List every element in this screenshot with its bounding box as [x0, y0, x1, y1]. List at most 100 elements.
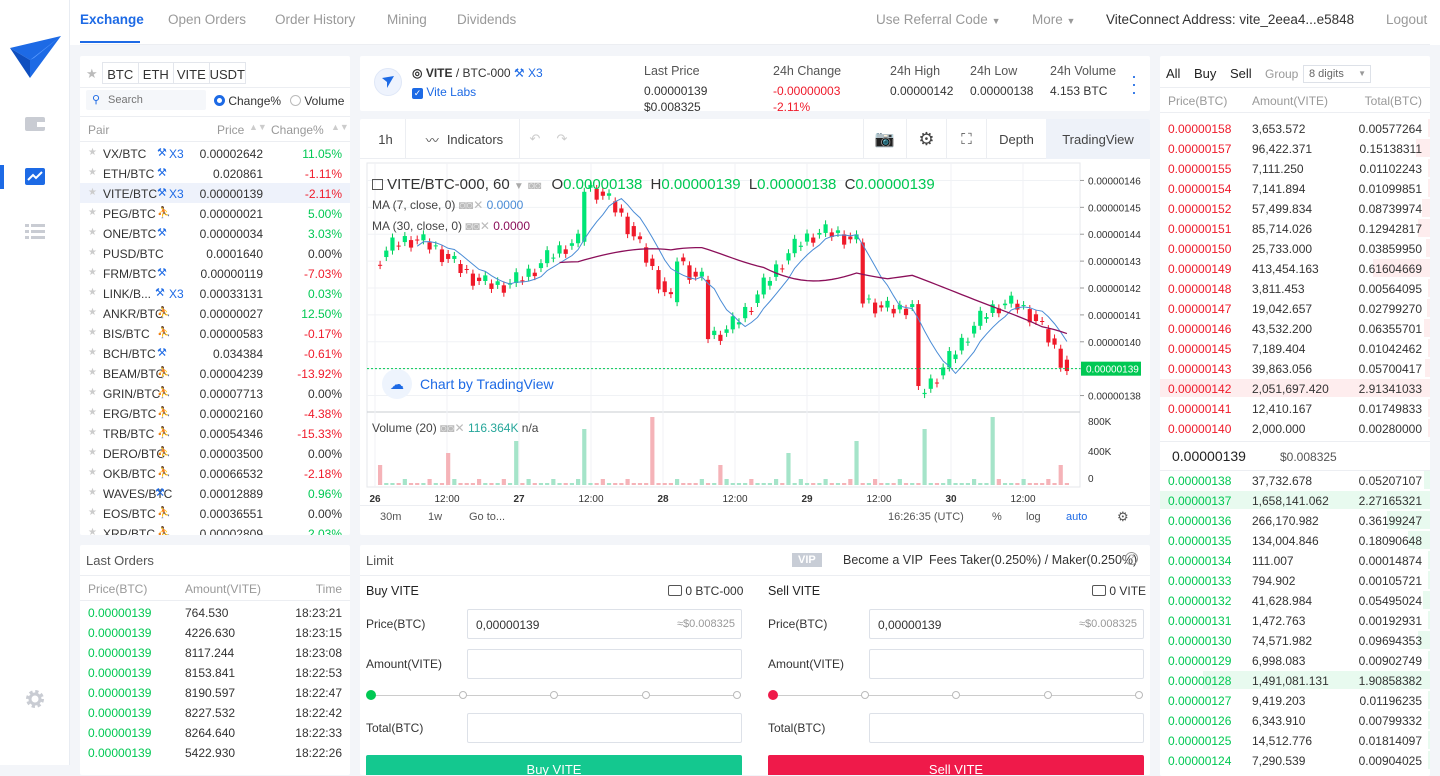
group-select[interactable]: 8 digits ▼: [1303, 65, 1371, 83]
bid-row[interactable]: 0.00000129 6,998.083 0.00902749: [1160, 650, 1430, 670]
buy-total-input[interactable]: [467, 713, 742, 743]
row-star-icon[interactable]: ★: [88, 387, 97, 398]
bid-row[interactable]: 0.00000136 266,170.982 0.36199247: [1160, 510, 1430, 530]
ask-row[interactable]: 0.00000155 7,111.250 0.01102243: [1160, 158, 1430, 178]
quote-tab-eth[interactable]: ETH: [139, 63, 175, 83]
sell-price-input[interactable]: 0,00000139 ≈$0.008325: [869, 609, 1144, 639]
bid-row[interactable]: 0.00000125 14,512.776 0.01814097: [1160, 730, 1430, 750]
row-star-icon[interactable]: ★: [88, 327, 97, 338]
settings-gear-icon[interactable]: [22, 688, 48, 710]
camera-icon[interactable]: 📷: [863, 119, 905, 159]
row-star-icon[interactable]: ★: [88, 267, 97, 278]
row-star-icon[interactable]: ★: [88, 167, 97, 178]
pair-row[interactable]: ★ ANKR/BTC ⛹ 0.00000027 12.50%: [80, 303, 350, 323]
favorites-star-icon[interactable]: ★: [86, 66, 98, 81]
bid-row[interactable]: 0.00000126 6,343.910 0.00799332: [1160, 710, 1430, 730]
tab-mining[interactable]: Mining: [387, 12, 427, 27]
row-star-icon[interactable]: ★: [88, 427, 97, 438]
ask-row[interactable]: 0.00000148 3,811.453 0.00564095: [1160, 278, 1430, 298]
bid-row[interactable]: 0.00000128 1,491,081.131 1.90858382: [1160, 670, 1430, 690]
ask-row[interactable]: 0.00000141 12,410.167 0.01749833: [1160, 398, 1430, 418]
become-vip-link[interactable]: Become a VIP: [843, 553, 923, 567]
ask-row[interactable]: 0.00000145 7,189.404 0.01042462: [1160, 338, 1430, 358]
indicators-button[interactable]: 〰 Indicators: [410, 119, 520, 159]
search-input[interactable]: [108, 92, 198, 108]
percent-toggle[interactable]: %: [992, 511, 1002, 523]
row-star-icon[interactable]: ★: [88, 487, 97, 498]
bid-row[interactable]: 0.00000130 74,571.982 0.09694353: [1160, 630, 1430, 650]
row-star-icon[interactable]: ★: [88, 227, 97, 238]
ask-row[interactable]: 0.00000140 2,000.000 0.00280000: [1160, 418, 1430, 438]
book-tab-buy[interactable]: Buy: [1194, 66, 1217, 81]
sell-button[interactable]: Sell VITE: [768, 755, 1144, 775]
vite-logo[interactable]: [8, 34, 62, 80]
sell-total-input[interactable]: [869, 713, 1144, 743]
candlestick-chart[interactable]: 0.00000146 0.00000145 0.00000144 0.00000143…: [360, 159, 1150, 535]
pair-row[interactable]: ★ WAVES/BTC ⚒ 0.00012889 0.96%: [80, 483, 350, 503]
row-star-icon[interactable]: ★: [88, 407, 97, 418]
row-star-icon[interactable]: ★: [88, 187, 97, 198]
slider-step[interactable]: [861, 691, 869, 699]
row-star-icon[interactable]: ★: [88, 367, 97, 378]
quote-tab-usdt[interactable]: USDT: [209, 67, 245, 82]
tab-open-orders[interactable]: Open Orders: [168, 12, 247, 27]
buy-slider-handle[interactable]: [366, 690, 376, 700]
pair-row[interactable]: ★ GRIN/BTC ⛹ 0.00007713 0.00%: [80, 383, 350, 403]
row-star-icon[interactable]: ★: [88, 527, 97, 535]
referral-code-dropdown[interactable]: Use Referral Code ▼: [876, 12, 1000, 27]
slider-step[interactable]: [642, 691, 650, 699]
header-change[interactable]: Change%: [271, 123, 324, 137]
ask-row[interactable]: 0.00000146 43,532.200 0.06355701: [1160, 318, 1430, 338]
slider-step[interactable]: [1135, 691, 1143, 699]
row-star-icon[interactable]: ★: [88, 507, 97, 518]
row-star-icon[interactable]: ★: [88, 287, 97, 298]
pair-row[interactable]: ★ ERG/BTC ⛹ 0.00002160 -4.38%: [80, 403, 350, 423]
ask-row[interactable]: 0.00000154 7,141.894 0.01099851: [1160, 178, 1430, 198]
pair-row[interactable]: ★ TRB/BTC ⛹ 0.00054346 -15.33%: [80, 423, 350, 443]
buy-amount-input[interactable]: [467, 649, 742, 679]
pair-row[interactable]: ★ ONE/BTC ⚒ 0.00000034 3.03%: [80, 223, 350, 243]
logout-link[interactable]: Logout: [1386, 12, 1428, 27]
interval-button[interactable]: 1h: [366, 119, 406, 159]
ask-row[interactable]: 0.00000151 85,714.026 0.12942817: [1160, 218, 1430, 238]
tab-order-history[interactable]: Order History: [275, 12, 356, 27]
ask-row[interactable]: 0.00000150 25,733.000 0.03859950: [1160, 238, 1430, 258]
pair-row[interactable]: ★ PUSD/BTC 0.0001640 0.00%: [80, 243, 350, 263]
pair-row[interactable]: ★ BCH/BTC ⚒ 0.034384 -0.61%: [80, 343, 350, 363]
wallet-icon[interactable]: [22, 112, 48, 134]
tradingview-button[interactable]: TradingView: [1046, 119, 1150, 159]
buy-button[interactable]: Buy VITE: [366, 755, 742, 775]
range-1w[interactable]: 1w: [428, 511, 443, 523]
pair-title[interactable]: ◎ VITE / BTC-000 ⚒ X3: [412, 66, 543, 80]
sell-slider-handle[interactable]: [768, 690, 778, 700]
buy-price-input[interactable]: 0,00000139 ≈$0.008325: [467, 609, 742, 639]
range-30m[interactable]: 30m: [380, 511, 402, 523]
pair-row[interactable]: ★ VX/BTC ⚒ X3 0.00002642 11.05%: [80, 143, 350, 163]
quote-tab-btc[interactable]: BTC: [103, 63, 139, 83]
fullscreen-icon[interactable]: ⛶: [946, 119, 986, 159]
settings-gear-icon[interactable]: ⚙: [1117, 509, 1129, 524]
depth-button[interactable]: Depth: [986, 119, 1046, 159]
auto-toggle[interactable]: auto: [1066, 511, 1088, 523]
ask-row[interactable]: 0.00000147 19,042.657 0.02799270: [1160, 298, 1430, 318]
pair-row[interactable]: ★ BIS/BTC ⛹ 0.00000583 -0.17%: [80, 323, 350, 343]
bid-row[interactable]: 0.00000134 111.007 0.00014874: [1160, 550, 1430, 570]
pair-row[interactable]: ★ BEAM/BTC ⛹ 0.00004239 -13.92%: [80, 363, 350, 383]
more-dropdown[interactable]: More ▼: [1032, 12, 1075, 27]
sell-amount-input[interactable]: [869, 649, 1144, 679]
row-star-icon[interactable]: ★: [88, 147, 97, 158]
info-icon[interactable]: ?: [1125, 552, 1138, 565]
tradingview-watermark[interactable]: ☁ Chart by TradingView: [382, 369, 554, 399]
more-vertical-icon[interactable]: · · ·: [1131, 66, 1137, 102]
header-pair[interactable]: Pair: [88, 123, 110, 137]
sort-volume-radio[interactable]: Volume: [290, 94, 344, 108]
row-star-icon[interactable]: ★: [88, 447, 97, 458]
ask-row[interactable]: 0.00000157 96,422.371 0.15138311: [1160, 138, 1430, 158]
bid-row[interactable]: 0.00000131 1,472.763 0.00192931: [1160, 610, 1430, 630]
ask-row[interactable]: 0.00000152 57,499.834 0.08739974: [1160, 198, 1430, 218]
search-box[interactable]: ⚲: [86, 90, 206, 110]
book-tab-sell[interactable]: Sell: [1230, 66, 1252, 81]
tab-dividends[interactable]: Dividends: [457, 12, 517, 27]
slider-step[interactable]: [459, 691, 467, 699]
pair-row[interactable]: ★ EOS/BTC ⛹ 0.00036551 0.00%: [80, 503, 350, 523]
